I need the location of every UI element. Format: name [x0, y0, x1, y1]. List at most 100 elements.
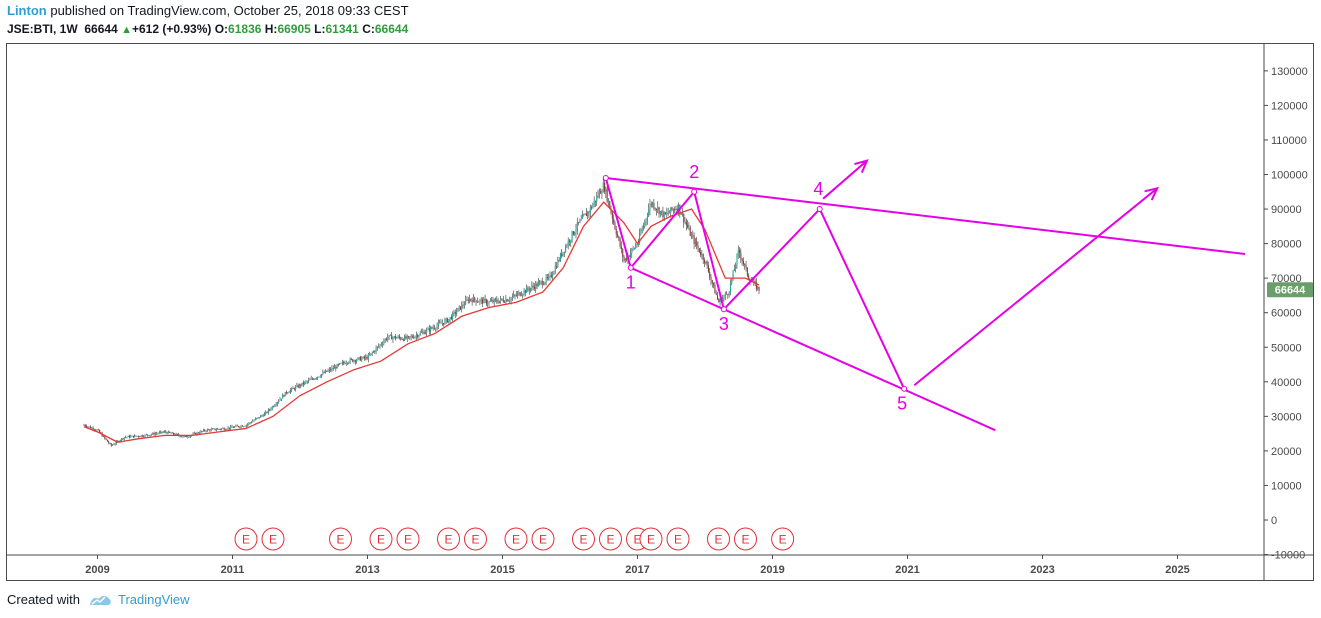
candle-body [334, 366, 336, 369]
earnings-marker-icon[interactable] [639, 527, 663, 551]
earnings-marker-icon[interactable] [707, 527, 730, 551]
candle-body [705, 261, 707, 263]
candle-body [273, 406, 275, 408]
candle-body [310, 378, 312, 380]
candle-body [553, 272, 555, 275]
x-tick-label: 2023 [1030, 564, 1054, 576]
candle-body [463, 304, 465, 306]
candle-body [274, 405, 276, 407]
price-axis[interactable]: -10000 0 10000 20000 30000 40000 50000 60000 700… [1264, 66, 1308, 562]
candle-body [318, 376, 320, 378]
candle-body [163, 431, 166, 433]
candle-body [453, 311, 455, 313]
wave-anchor-point [720, 306, 727, 313]
candle-body [710, 277, 712, 281]
candle-body [610, 208, 612, 214]
candle-body [658, 207, 660, 215]
candle-body [748, 275, 750, 280]
candle-body [288, 392, 290, 393]
candle-body [257, 417, 259, 419]
candle-body [729, 283, 732, 293]
candle-body [128, 435, 131, 438]
candle-body [162, 432, 164, 433]
low-label: L: [314, 22, 326, 36]
candle-body [622, 248, 624, 257]
candle-body [649, 203, 651, 210]
candle-body [678, 204, 680, 211]
candle-body [567, 240, 569, 246]
candle-body [392, 337, 394, 340]
earnings-marker-label: E [269, 533, 277, 547]
candle-body [280, 398, 282, 400]
candle-body [217, 428, 219, 430]
earnings-marker-label: E [579, 533, 587, 547]
candle-body [640, 232, 642, 234]
candle-body [459, 306, 462, 310]
chart-frame[interactable]: -10000 0 10000 20000 30000 40000 50000 60000 700… [6, 43, 1314, 581]
earnings-marker-icon[interactable] [666, 527, 690, 551]
candle-body [653, 202, 655, 209]
earnings-marker-icon[interactable] [599, 527, 622, 551]
candle-body [583, 214, 585, 216]
candle-body [218, 428, 220, 430]
candle-body [283, 395, 285, 397]
earnings-marker-icon[interactable] [369, 527, 393, 551]
candle-body [755, 282, 758, 289]
candle-body [605, 189, 607, 192]
candle-body [523, 290, 525, 295]
candle-body [402, 339, 404, 341]
y-tick-label: 20000 [1271, 446, 1302, 458]
candle-body [270, 409, 272, 410]
earnings-marker-icon[interactable] [464, 527, 487, 551]
candle-body [147, 434, 149, 436]
candle-body [526, 287, 528, 293]
candle-body [167, 431, 169, 434]
candle-body [212, 428, 214, 430]
price-chart[interactable]: -10000 0 10000 20000 30000 40000 50000 60000 700… [7, 44, 1313, 580]
wave-anchor-point [602, 174, 609, 181]
earnings-marker-icon[interactable] [504, 527, 528, 551]
candle-body [707, 265, 709, 272]
candle-body [328, 369, 330, 371]
candle-body [487, 303, 489, 305]
candle-body [458, 306, 460, 309]
candle-body [739, 250, 741, 253]
earnings-marker-icon[interactable] [396, 527, 420, 551]
low-value: 61341 [325, 22, 359, 36]
earnings-marker-icon[interactable] [771, 527, 795, 551]
candle-body [506, 299, 508, 302]
candle-body [474, 297, 476, 301]
candle-body [611, 213, 613, 219]
candle-body [489, 301, 491, 303]
candle-body [301, 382, 303, 386]
author-name[interactable]: Linton [7, 3, 47, 18]
candle-body [88, 426, 90, 428]
candle-body [130, 436, 132, 438]
earnings-marker-icon[interactable] [572, 527, 595, 551]
symbol-info: JSE:BTI, 1W 66644 ▲+612 (+0.93%) O:61836… [7, 22, 408, 36]
earnings-marker-icon[interactable] [531, 527, 555, 551]
candle-body [549, 274, 551, 277]
candle-body [654, 208, 656, 210]
earnings-marker-icon[interactable] [734, 527, 757, 551]
lower-trendline [630, 266, 996, 432]
earnings-marker-icon[interactable] [261, 527, 285, 551]
candle-body [598, 191, 600, 197]
earnings-marker-icon[interactable] [437, 527, 460, 551]
earnings-marker-icon[interactable] [234, 527, 258, 551]
candle-body [545, 277, 547, 283]
earnings-marker-label: E [714, 533, 722, 547]
time-axis[interactable]: 2009 2011 2013 2015 2017 2019 2021 2023 2025 [85, 555, 1190, 576]
candle-body [406, 336, 408, 339]
candle-body [144, 434, 146, 437]
candle-body [205, 430, 207, 432]
candle-body [179, 435, 181, 437]
candle-body [405, 336, 407, 339]
candle-body [715, 293, 717, 295]
candle-body [457, 308, 459, 312]
earnings-marker-icon[interactable] [329, 527, 352, 551]
candle-body [740, 252, 742, 259]
tradingview-link[interactable]: TradingView [88, 592, 190, 607]
last-price-tag-bg [1267, 282, 1313, 298]
